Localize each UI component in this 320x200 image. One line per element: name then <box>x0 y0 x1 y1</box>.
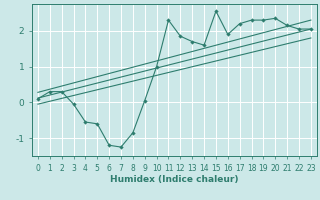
X-axis label: Humidex (Indice chaleur): Humidex (Indice chaleur) <box>110 175 239 184</box>
